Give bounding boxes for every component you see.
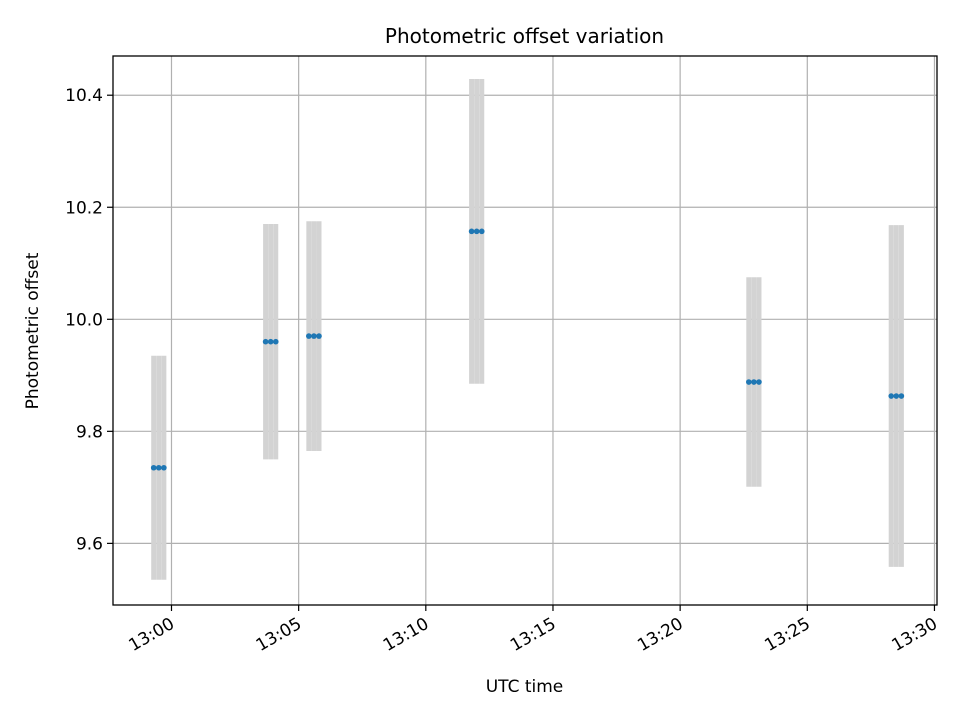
x-tick-label: 13:10 (380, 614, 432, 656)
data-point (893, 393, 900, 399)
y-tick-label: 9.8 (76, 422, 103, 442)
y-tick-label: 10.0 (65, 310, 103, 330)
data-point (311, 333, 317, 339)
x-axis-label: UTC time (486, 677, 564, 697)
data-point (473, 228, 480, 235)
x-tick-label: 13:05 (253, 614, 305, 656)
data-point (888, 393, 895, 399)
x-tick-label: 13:25 (761, 614, 813, 656)
data-point (150, 464, 157, 471)
y-tick-label: 9.6 (76, 534, 103, 554)
chart-title: Photometric offset variation (385, 24, 664, 48)
grid (113, 56, 937, 605)
data-point (316, 333, 322, 339)
y-axis-ticks: 9.6 9.8 10.0 10.2 10.4 (65, 86, 113, 554)
y-axis-label: Photometric offset (23, 252, 43, 409)
data-point (272, 338, 279, 345)
x-tick-label: 13:20 (634, 614, 686, 656)
data-point (155, 464, 162, 471)
data-points (150, 228, 905, 471)
data-point (262, 338, 269, 345)
data-point (267, 338, 274, 345)
plot-frame (112, 55, 938, 606)
x-axis-ticks: 13:00 13:05 13:10 13:15 13:20 13:25 13:30 (126, 605, 941, 656)
data-point (756, 379, 762, 385)
y-tick-label: 10.2 (65, 198, 103, 218)
y-tick-label: 10.4 (65, 86, 103, 106)
data-point (478, 228, 485, 235)
errorbars (151, 78, 904, 580)
data-point (751, 379, 757, 385)
data-point (746, 379, 752, 385)
data-point (898, 393, 905, 399)
data-point (306, 333, 312, 339)
x-tick-label: 13:00 (126, 614, 178, 656)
x-tick-label: 13:15 (507, 614, 559, 656)
x-tick-label: 13:30 (889, 614, 941, 656)
data-point (161, 464, 167, 471)
data-point (468, 228, 475, 235)
